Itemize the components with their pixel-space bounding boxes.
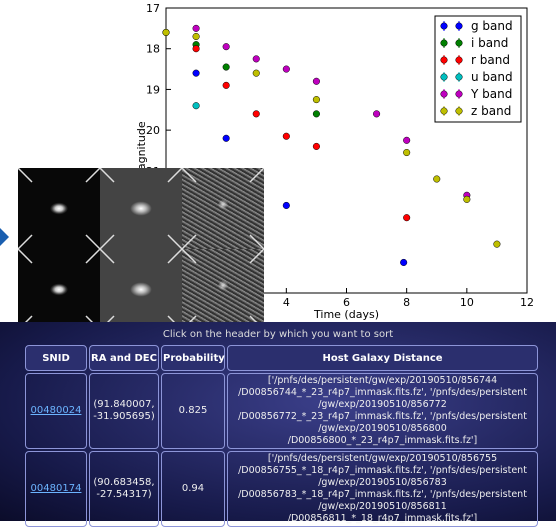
data-point <box>253 111 260 118</box>
y-tick-label: 19 <box>146 83 160 96</box>
cell: 00480024 <box>25 373 87 449</box>
data-point <box>313 143 320 150</box>
cell: 00480174 <box>25 451 87 527</box>
data-point <box>313 78 320 85</box>
data-point <box>223 43 230 50</box>
data-point <box>283 202 290 209</box>
crosshairs <box>18 168 264 330</box>
x-tick-label: 4 <box>283 296 290 309</box>
data-point <box>223 82 230 89</box>
legend-marker <box>456 57 463 64</box>
data-point <box>193 70 200 77</box>
data-point <box>494 241 501 248</box>
legend-marker <box>441 91 448 98</box>
snid-link[interactable]: 00480174 <box>31 483 82 494</box>
data-point <box>253 56 260 63</box>
cell: (90.683458, -27.54317) <box>89 451 159 527</box>
data-point <box>400 259 407 266</box>
data-point <box>403 214 410 221</box>
legend-marker <box>456 108 463 115</box>
results-panel: Click on the header by which you want to… <box>0 322 556 521</box>
legend-marker <box>441 40 448 47</box>
data-point <box>193 102 200 109</box>
legend-label: i band <box>471 36 508 50</box>
header[interactable]: Probability <box>161 345 225 371</box>
header[interactable]: RA and DEC <box>89 345 159 371</box>
x-tick-label: 12 <box>520 296 534 309</box>
x-tick-label: 8 <box>403 296 410 309</box>
header[interactable]: Host Galaxy Distance <box>227 345 538 371</box>
data-point <box>223 64 230 71</box>
data-point <box>433 176 440 183</box>
legend-label: z band <box>471 104 511 118</box>
data-point <box>193 45 200 52</box>
y-tick-label: 18 <box>146 43 160 56</box>
x-tick-label: 10 <box>460 296 474 309</box>
legend-label: Y band <box>470 87 512 101</box>
data-point <box>313 96 320 103</box>
legend-marker <box>456 91 463 98</box>
data-point <box>464 196 471 203</box>
data-point <box>403 149 410 156</box>
data-point <box>283 133 290 140</box>
data-point <box>223 135 230 142</box>
legend-marker <box>456 23 463 30</box>
data-point <box>373 111 380 118</box>
y-tick-label: 20 <box>146 124 160 137</box>
legend-marker <box>441 57 448 64</box>
arrow <box>0 228 9 246</box>
cell: 0.825 <box>161 373 225 449</box>
x-axis-label: Time (days) <box>313 308 379 321</box>
y-tick-label: 17 <box>146 2 160 15</box>
snid-link[interactable]: 00480024 <box>31 405 82 416</box>
legend-label: r band <box>471 53 510 67</box>
data-point <box>163 29 170 36</box>
data-point <box>253 70 260 77</box>
data-point <box>313 111 320 118</box>
cell: ['/pnfs/des/persistent/gw/exp/20190510/8… <box>227 451 538 527</box>
legend-marker <box>441 74 448 81</box>
data-point <box>193 25 200 32</box>
cell: ['/pnfs/des/persistent/gw/exp/20190510/8… <box>227 373 538 449</box>
legend-label: g band <box>471 19 513 33</box>
legend-marker <box>441 23 448 30</box>
cell: (91.840007, -31.905695) <box>89 373 159 449</box>
data-point <box>193 33 200 40</box>
data-point <box>283 66 290 73</box>
caption: Click on the header by which you want to… <box>0 329 556 340</box>
page: 0246810121718192021222324Time (days)Magn… <box>0 0 556 521</box>
legend-label: u band <box>471 70 513 84</box>
legend-marker <box>441 108 448 115</box>
thumbnails <box>18 168 264 330</box>
data-point <box>403 137 410 144</box>
legend-marker <box>456 74 463 81</box>
legend-marker <box>456 40 463 47</box>
header[interactable]: SNID <box>25 345 87 371</box>
cell: 0.94 <box>161 451 225 527</box>
